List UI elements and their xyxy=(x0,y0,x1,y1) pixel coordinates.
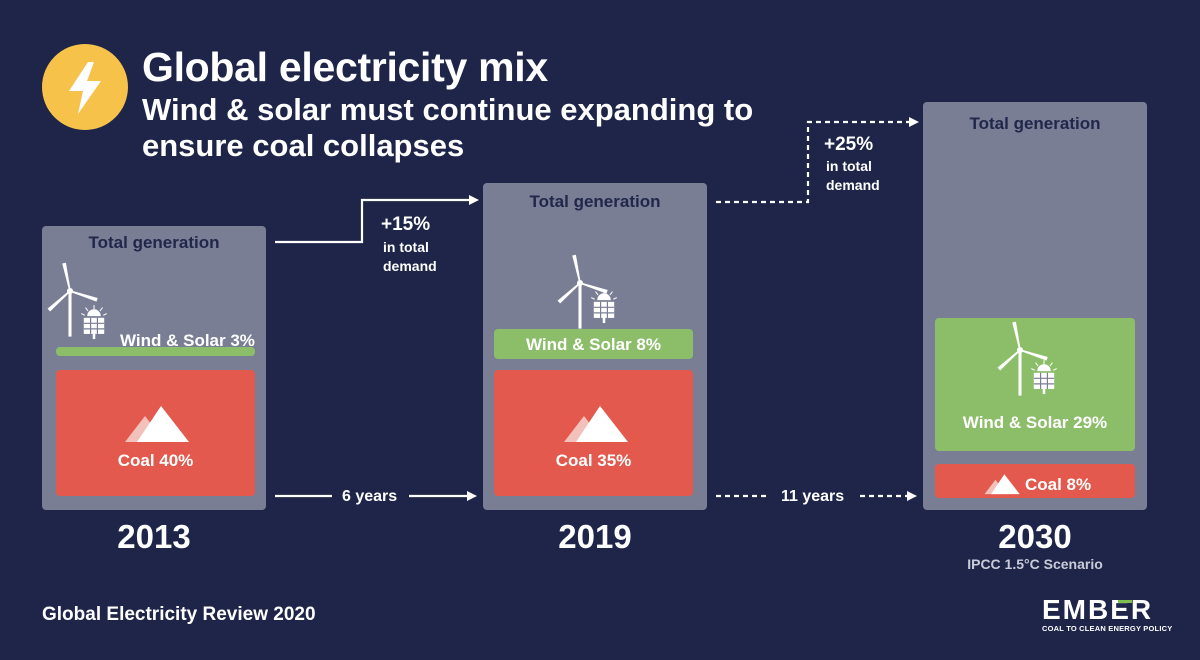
demand-arrow-1 xyxy=(275,195,479,244)
solar-panel-icon-2013 xyxy=(80,304,108,340)
demand-note-2b: demand xyxy=(826,177,880,193)
logo-tagline: COAL TO CLEAN ENERGY POLICY xyxy=(1042,624,1173,633)
years-gap-1: 6 years xyxy=(342,488,398,505)
logo-accent-bar xyxy=(1118,600,1132,603)
logo-wordmark: EMBER xyxy=(1042,594,1154,625)
year-2030: 2030 xyxy=(998,518,1072,555)
mountain-icon-2030 xyxy=(984,474,1020,495)
demand-arrow-2 xyxy=(716,117,919,204)
solar-panel-icon-2019 xyxy=(590,288,618,324)
solar-panel-icon-2030 xyxy=(1030,359,1058,395)
coal-label-2019: Coal 35% xyxy=(555,451,632,470)
panel-title-2019: Total generation xyxy=(529,192,661,211)
years-arrow-1 xyxy=(275,491,477,501)
lightning-bolt-icon xyxy=(69,62,101,114)
demand-change-2: +25% xyxy=(824,134,874,155)
ember-logo: EMBER COAL TO CLEAN ENERGY POLICY xyxy=(1042,594,1172,634)
demand-note-2a: in total xyxy=(826,158,872,174)
mountain-icon-2019 xyxy=(564,406,628,442)
wind-solar-label-2030: Wind & Solar 29% xyxy=(962,413,1108,432)
demand-note-1a: in total xyxy=(383,239,429,255)
year-2013: 2013 xyxy=(117,518,191,555)
scenario-note: IPCC 1.5°C Scenario xyxy=(967,556,1103,572)
coal-label-2013: Coal 40% xyxy=(117,451,194,470)
years-arrow-2 xyxy=(716,491,917,501)
panel-title-2013: Total generation xyxy=(88,233,220,252)
panel-title-2030: Total generation xyxy=(969,114,1101,133)
coal-label-2030: Coal 8% xyxy=(1025,475,1092,494)
demand-note-1b: demand xyxy=(383,258,437,274)
wind-solar-bar-2013 xyxy=(56,347,255,356)
year-2019: 2019 xyxy=(558,518,632,555)
years-gap-2: 11 years xyxy=(781,488,845,505)
wind-solar-label-2019: Wind & Solar 8% xyxy=(526,335,661,354)
mountain-icon-2013 xyxy=(125,406,189,442)
demand-change-1: +15% xyxy=(381,214,431,235)
chart-subtitle: Wind & solar must continue expanding to … xyxy=(142,92,754,163)
chart-title: Global electricity mix xyxy=(142,44,548,90)
wind-solar-label-2013: Wind & Solar 3% xyxy=(120,331,255,350)
lightning-bolt-badge xyxy=(42,44,128,130)
coal-bar-2030 xyxy=(935,464,1135,498)
wind-solar-bar-2019 xyxy=(494,329,693,359)
source-footer: Global Electricity Review 2020 xyxy=(42,604,316,625)
